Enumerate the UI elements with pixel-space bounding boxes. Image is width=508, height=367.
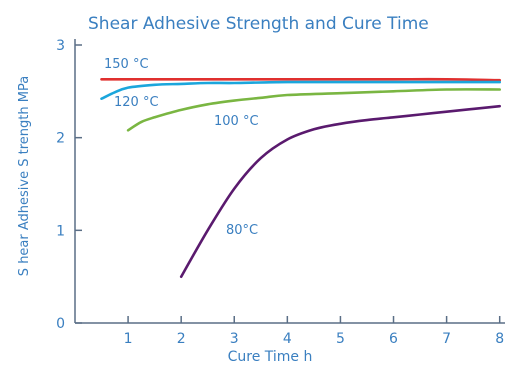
x-tick-label: 3	[230, 331, 239, 347]
axes	[74, 39, 505, 324]
series-label-80-c: 80°C	[226, 223, 258, 238]
series-annotations: 150 °C 120 °C 100 °C 80°C	[104, 57, 259, 238]
series-label-150-c: 150 °C	[104, 57, 149, 72]
x-tick-label: 4	[283, 331, 292, 347]
series-label-100-c: 100 °C	[214, 114, 259, 129]
x-tick-label: 2	[177, 331, 186, 347]
x-tick-label: 1	[124, 331, 133, 347]
series-label-120-c: 120 °C	[114, 95, 159, 110]
series-lines	[100, 77, 501, 278]
y-axis-label: S hear Adhesive S trength MPa	[17, 76, 32, 276]
x-tick-label: 5	[336, 331, 345, 347]
x-tick-label: 7	[442, 331, 451, 347]
y-tick-label: 2	[56, 131, 65, 147]
y-tick-label: 1	[56, 223, 65, 239]
y-tick-label: 3	[56, 38, 65, 54]
x-tick-label: 6	[389, 331, 398, 347]
series-line-150-c	[100, 77, 501, 82]
axis-ticks: 1 2 3 4 5 6 7 8 0 1 2 3	[56, 38, 504, 347]
y-tick-label: 0	[56, 316, 65, 332]
series-line-100-c	[126, 88, 501, 132]
series-line-80-c	[179, 104, 501, 278]
x-tick-label: 8	[495, 331, 504, 347]
series-line-120-c	[100, 80, 501, 100]
chart-title: Shear Adhesive Strength and Cure Time	[88, 14, 429, 34]
x-axis-label: Cure Time h	[228, 349, 313, 365]
